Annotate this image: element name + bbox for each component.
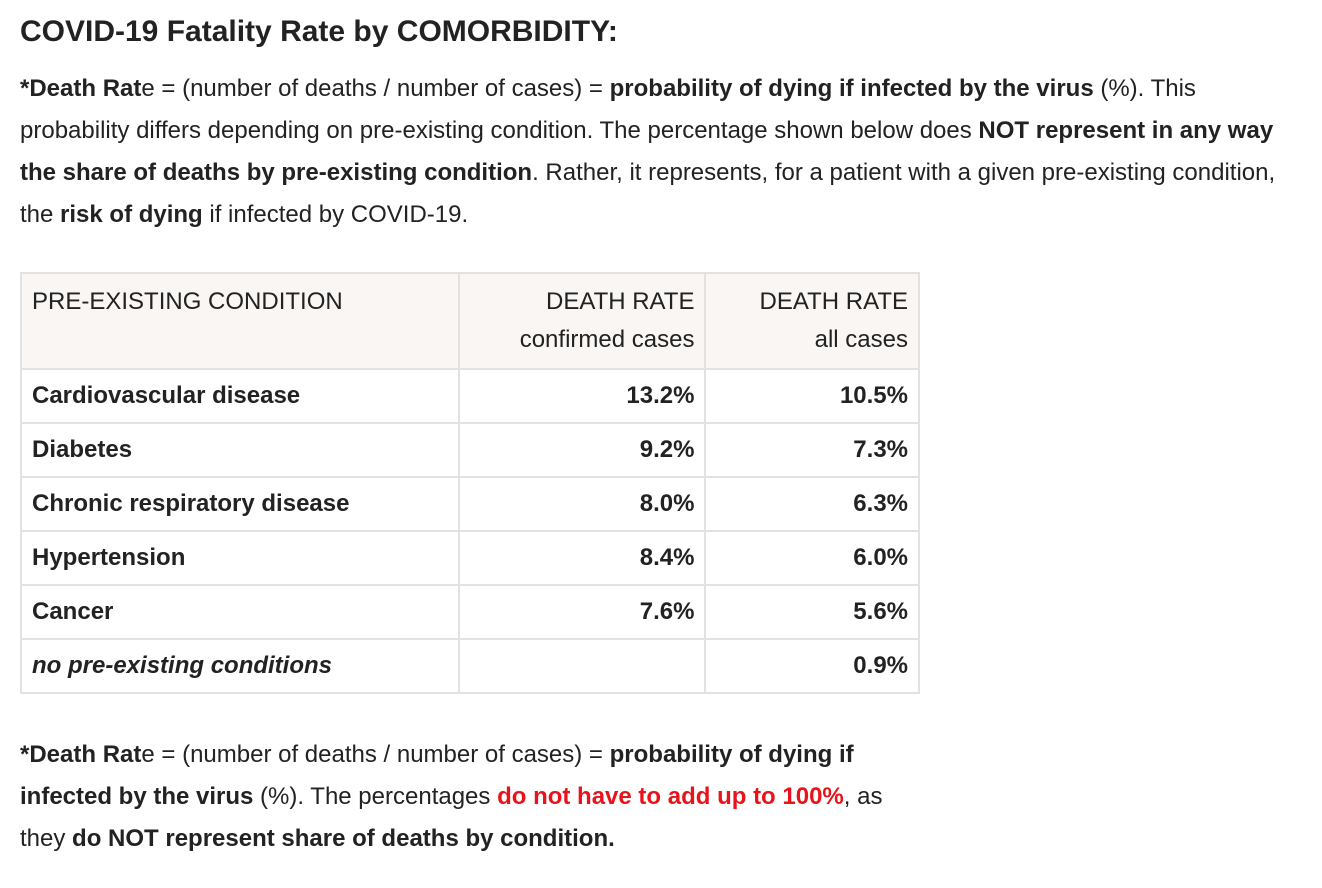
footnote-paragraph: *Death Rate = (number of deaths / number… <box>20 734 920 860</box>
row-all-rate: 10.5% <box>704 368 920 424</box>
table-row: Hypertension 8.4% 6.0% <box>20 530 920 586</box>
page-title: COVID-19 Fatality Rate by COMORBIDITY: <box>20 15 618 48</box>
row-confirmed-rate: 13.2% <box>457 368 707 424</box>
intro-rather: . Rather, it represents, for a patient w… <box>20 159 1276 228</box>
header-all-line2: all cases <box>814 326 908 353</box>
intro-formula: = (number of deaths / number of cases) = <box>154 75 610 102</box>
header-all-line1: DEATH RATE <box>759 288 908 315</box>
intro-death-rate-label-end: e <box>141 75 155 102</box>
row-all-rate: 6.0% <box>704 530 920 586</box>
footnote-formula: = (number of deaths / number of cases) = <box>154 741 610 768</box>
header-confirmed-line2: confirmed cases <box>519 326 695 353</box>
article-content: COVID-19 Fatality Rate by COMORBIDITY: *… <box>20 0 1310 860</box>
table-row: Chronic respiratory disease 8.0% 6.3% <box>20 476 920 532</box>
intro-end: if infected by COVID-19. <box>202 201 469 228</box>
footnote-text: (%). The percentages <box>253 783 498 810</box>
row-condition: no pre-existing conditions <box>20 638 460 694</box>
table-header-row: PRE-EXISTING CONDITION DEATH RATE confirm… <box>20 272 920 370</box>
footnote-death-rate-label: *Death Rat <box>20 741 142 768</box>
table-row: no pre-existing conditions 0.9% <box>20 638 920 694</box>
row-confirmed-rate: 9.2% <box>457 422 707 478</box>
table-row: Cardiovascular disease 13.2% 10.5% <box>20 368 920 424</box>
row-condition: Chronic respiratory disease <box>20 476 460 532</box>
intro-probability: probability of dying if infected by the … <box>609 75 1094 102</box>
table-row: Cancer 7.6% 5.6% <box>20 584 920 640</box>
row-confirmed-rate <box>457 638 707 694</box>
row-all-rate: 6.3% <box>704 476 920 532</box>
row-condition: Cardiovascular disease <box>20 368 460 424</box>
header-confirmed: DEATH RATE confirmed cases <box>457 272 707 370</box>
intro-text: (%). This probability differs depending … <box>20 75 1196 144</box>
row-all-rate: 7.3% <box>704 422 920 478</box>
row-condition: Diabetes <box>20 422 460 478</box>
footnote-death-rate-label-end: e <box>141 741 155 768</box>
row-all-rate: 0.9% <box>704 638 920 694</box>
header-confirmed-line1: DEATH RATE <box>546 288 695 315</box>
row-confirmed-rate: 8.0% <box>457 476 707 532</box>
row-all-rate: 5.6% <box>704 584 920 640</box>
footnote-middle: , as they <box>20 783 883 852</box>
intro-death-rate-label: *Death Rat <box>20 75 142 102</box>
row-confirmed-rate: 8.4% <box>457 530 707 586</box>
row-condition: Hypertension <box>20 530 460 586</box>
footnote-not-represent: do NOT represent share of deaths by cond… <box>72 825 615 852</box>
footnote-probability: probability of dying if infected by the … <box>20 741 854 810</box>
intro-risk: risk of dying <box>60 201 203 228</box>
intro-not-represent: NOT represent in any way the share of de… <box>20 117 1274 186</box>
row-confirmed-rate: 7.6% <box>457 584 707 640</box>
death-rate-table: PRE-EXISTING CONDITION DEATH RATE confirm… <box>20 272 920 694</box>
intro-paragraph: *Death Rate = (number of deaths / number… <box>20 68 1310 236</box>
table-row: Diabetes 9.2% 7.3% <box>20 422 920 478</box>
row-condition: Cancer <box>20 584 460 640</box>
footnote-red-warning: do not have to add up to 100% <box>497 783 844 810</box>
header-all: DEATH RATE all cases <box>704 272 920 370</box>
header-condition: PRE-EXISTING CONDITION <box>20 272 460 370</box>
